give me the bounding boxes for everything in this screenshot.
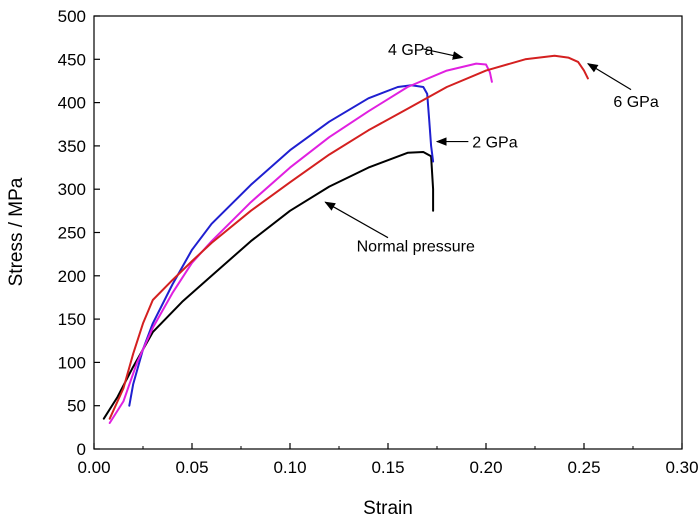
annotation-layer: 4 GPa 6 GPa 2 GPa Normal pressure: [324, 42, 659, 255]
annotation-arrow: [324, 201, 389, 239]
annotation-label: 4 GPa: [388, 42, 433, 59]
series-line-6-gpa: [108, 54, 589, 420]
y-tick-label: 400: [58, 94, 86, 113]
series-line-normal-pressure: [102, 151, 435, 420]
x-tick-label: 0.15: [371, 458, 404, 477]
annotation-arrow: [586, 63, 632, 91]
y-tick-label: 300: [58, 180, 86, 199]
y-axis-title: Stress / MPa: [6, 177, 27, 286]
x-tick-label: 0.30: [665, 458, 698, 477]
x-tick-label: 0.25: [567, 458, 600, 477]
annotation-label: 6 GPa: [613, 94, 658, 111]
y-tick-label: 50: [67, 397, 86, 416]
x-tick-label: 0.05: [175, 458, 208, 477]
annotation-arrow: [423, 48, 464, 60]
annotation-label: Normal pressure: [357, 238, 475, 255]
annotation-label: 2 GPa: [472, 135, 517, 152]
y-tick-label: 0: [77, 440, 86, 459]
y-tick-label: 450: [58, 50, 86, 69]
y-tick-label: 200: [58, 267, 86, 286]
series-layer: [102, 54, 589, 424]
series-line-4-gpa: [108, 62, 493, 424]
y-axis: 0 50 100 150 200 250 300 350 400 450 500: [58, 7, 100, 459]
plot-frame: [93, 15, 683, 450]
y-tick-label: 500: [58, 7, 86, 26]
x-tick-label: 0.20: [469, 458, 502, 477]
x-tick-label: 0.10: [273, 458, 306, 477]
x-axis-title: Strain: [363, 498, 413, 519]
x-tick-label: 0.00: [77, 458, 110, 477]
y-tick-label: 100: [58, 353, 86, 372]
y-tick-label: 350: [58, 137, 86, 156]
x-axis: 0.00 0.05 0.10 0.15 0.20 0.25 0.30: [77, 443, 699, 477]
y-tick-label: 150: [58, 310, 86, 329]
y-tick-label: 250: [58, 224, 86, 243]
